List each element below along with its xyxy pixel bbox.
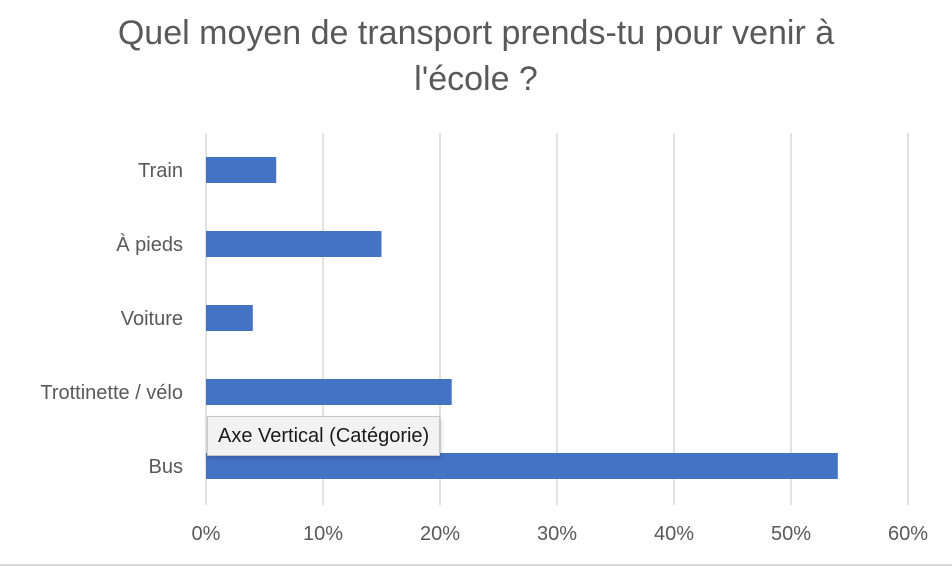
x-tick-label: 60% [888, 523, 928, 545]
category-label: Voiture [121, 308, 183, 330]
x-tick-label: 20% [420, 523, 460, 545]
bar[interactable] [206, 231, 382, 257]
axis-tooltip: Axe Vertical (Catégorie) [207, 416, 441, 456]
category-label: Train [138, 160, 183, 182]
bar[interactable] [206, 453, 838, 479]
x-tick-label: 10% [303, 523, 343, 545]
bar[interactable] [206, 305, 253, 331]
bottom-divider [0, 564, 952, 566]
category-label: Trottinette / vélo [40, 382, 183, 404]
category-label: À pieds [116, 233, 183, 256]
x-tick-label: 40% [654, 523, 694, 545]
bar[interactable] [206, 157, 277, 183]
x-tick-label: 50% [771, 523, 811, 545]
x-tick-label: 30% [537, 523, 577, 545]
bar[interactable] [206, 379, 452, 405]
x-tick-label: 0% [192, 523, 221, 545]
category-label: Bus [149, 456, 183, 478]
chart-title: Quel moyen de transport prends-tu pour v… [117, 14, 835, 98]
